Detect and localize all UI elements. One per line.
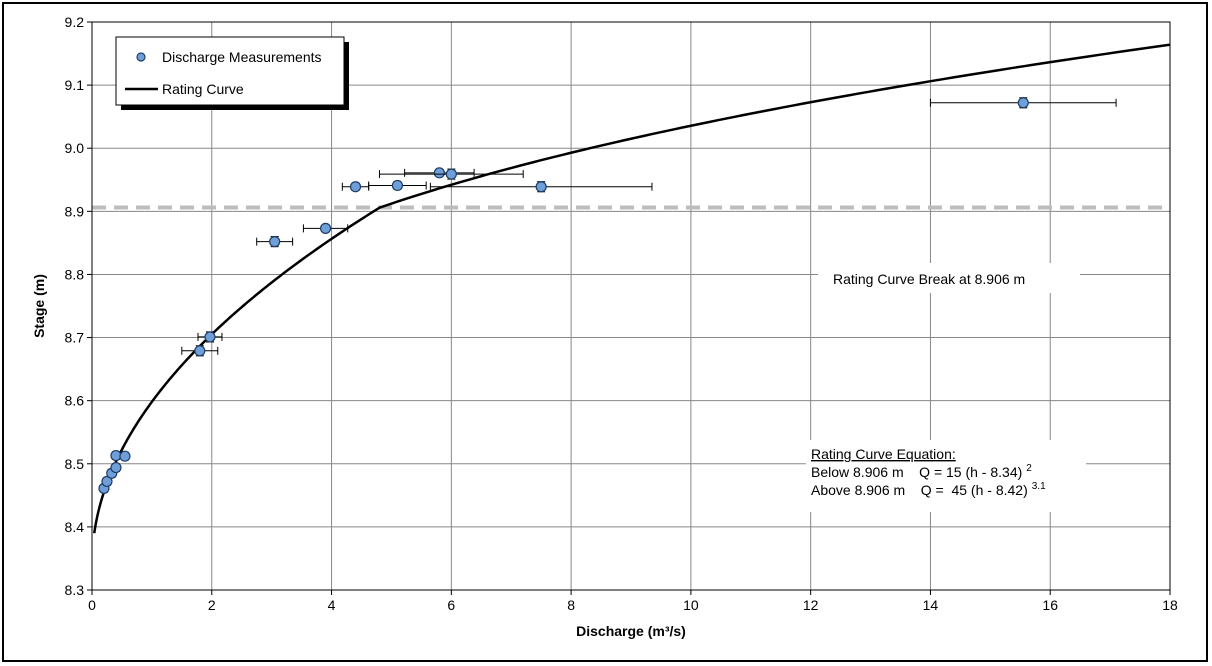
discharge-measurement	[110, 461, 122, 474]
y-tick-label: 8.7	[65, 330, 85, 346]
discharge-measurement	[341, 181, 370, 193]
discharge-measurement	[378, 168, 524, 180]
y-tick-label: 9.2	[65, 14, 85, 30]
break-label: Rating Curve Break at 8.906 m	[833, 271, 1025, 287]
y-tick-label: 9.0	[65, 140, 85, 156]
y-tick-label: 8.5	[65, 456, 85, 472]
rating-curve-layer	[93, 43, 1170, 534]
y-tick-label: 8.6	[65, 393, 85, 409]
legend-label-discharge-measurements: Discharge Measurements	[162, 49, 322, 65]
x-tick-label: 8	[567, 597, 575, 613]
x-tick-label: 10	[683, 597, 699, 613]
discharge-measurement	[197, 331, 223, 343]
discharge-measurement	[368, 179, 427, 192]
x-tick-label: 14	[923, 597, 939, 613]
discharge-measurement	[929, 97, 1117, 109]
measurement-point	[101, 475, 113, 488]
y-tick-label: 9.1	[65, 77, 85, 93]
discharge-measurement	[101, 475, 113, 488]
measurement-point	[194, 345, 206, 357]
legend-box	[115, 36, 345, 106]
measurement-point	[391, 179, 404, 192]
equation-below-text: Below 8.906 m Q = 15 (h - 8.34)	[811, 464, 1022, 480]
legend: Discharge Measurements Rating Curve	[115, 36, 349, 110]
measurement-point	[445, 168, 457, 180]
x-axis-title: Discharge (m³/s)	[576, 623, 686, 639]
discharge-measurement	[302, 222, 349, 234]
equation-above-text: Above 8.906 m Q = 45 (h - 8.42)	[811, 482, 1028, 498]
y-tick-label: 8.4	[65, 519, 85, 535]
legend-label-rating-curve: Rating Curve	[162, 81, 244, 97]
rating-curve-line	[93, 43, 1170, 534]
measurement-point	[110, 461, 122, 474]
x-tick-label: 18	[1162, 597, 1178, 613]
equation-above-exponent: 3.1	[1032, 481, 1046, 492]
break-label-background	[818, 263, 1080, 293]
legend-marker-discharge-measurements	[136, 52, 146, 62]
y-tick-label: 8.3	[65, 582, 85, 598]
discharge-measurement	[429, 181, 653, 193]
discharge-measurement	[119, 450, 131, 462]
discharge-measurement	[404, 167, 475, 179]
measurement-point	[119, 450, 131, 462]
y-axis-title: Stage (m)	[31, 274, 47, 338]
equation-title: Rating Curve Equation:	[811, 446, 956, 462]
equation-below-exponent: 2	[1026, 463, 1032, 474]
measurement-point	[269, 236, 281, 248]
y-tick-label: 8.9	[65, 203, 85, 219]
y-tick-label: 8.8	[65, 266, 85, 282]
equation-below: Below 8.906 m Q = 15 (h - 8.34) 2	[811, 463, 1032, 480]
discharge-measurement	[181, 345, 219, 357]
x-tick-label: 2	[208, 597, 216, 613]
x-tick-label: 0	[88, 597, 96, 613]
measurement-point	[349, 181, 362, 193]
measurement-point	[1017, 97, 1029, 109]
discharge-measurement	[256, 236, 294, 248]
measurement-point	[204, 331, 216, 343]
measurement-point	[433, 167, 445, 179]
equation-box-background	[806, 440, 1086, 512]
measurement-point	[535, 181, 547, 193]
x-tick-label: 6	[447, 597, 455, 613]
measurement-point	[319, 222, 332, 234]
x-tick-label: 4	[328, 597, 336, 613]
x-tick-label: 12	[803, 597, 819, 613]
plot-area-border	[91, 21, 1171, 591]
axes-layer: 0 2 4 6 8 10 12 14 16 18 8.3 8.4 8.5 8.6 8.7 8.8 8.9 9.0 9…	[65, 14, 1178, 613]
equation-above: Above 8.906 m Q = 45 (h - 8.42) 3.1	[811, 481, 1046, 498]
x-tick-label: 16	[1042, 597, 1058, 613]
discharge-measurements-layer	[98, 97, 1117, 494]
